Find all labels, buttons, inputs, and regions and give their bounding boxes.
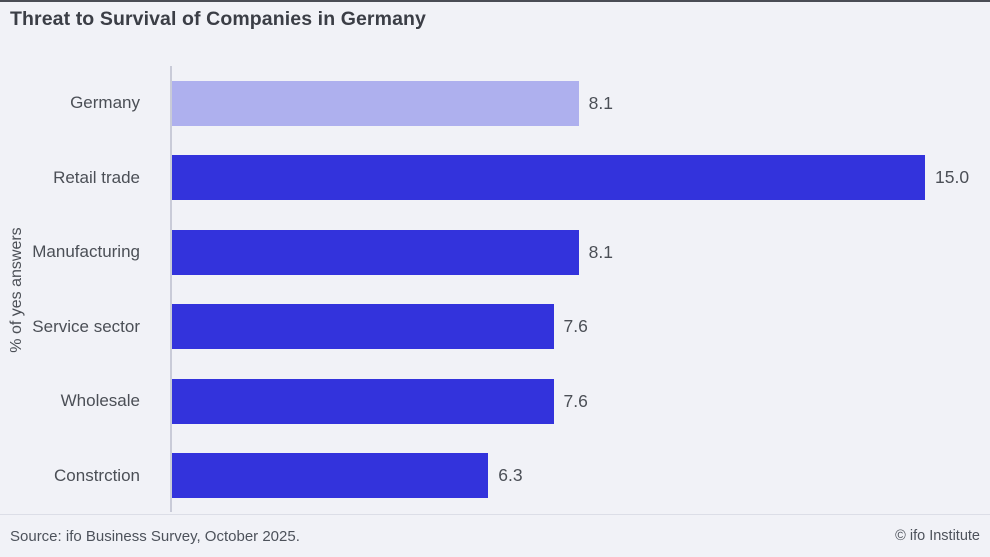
bar-track: 15.0 xyxy=(172,155,969,201)
bar-germany xyxy=(172,80,579,126)
category-label: Service sector xyxy=(32,316,140,336)
chart-footer: Source: ifo Business Survey, October 202… xyxy=(0,514,990,557)
value-label: 8.1 xyxy=(588,241,613,262)
bar-chart: Germany 8.1 Retail trade 15.0 Manufactur… xyxy=(0,66,990,513)
bar-row-manufacturing: Manufacturing 8.1 xyxy=(0,215,990,290)
y-axis-line xyxy=(170,66,172,512)
bar-row-retail-trade: Retail trade 15.0 xyxy=(0,141,990,216)
bar-track: 8.1 xyxy=(172,80,925,126)
bar-row-wholesale: Wholesale 7.6 xyxy=(0,364,990,439)
bar-wholesale xyxy=(172,378,554,424)
category-label: Manufacturing xyxy=(32,242,140,262)
bar-track: 6.3 xyxy=(172,453,925,499)
value-label: 6.3 xyxy=(498,465,523,486)
value-label: 8.1 xyxy=(588,92,613,113)
bar-retail-trade xyxy=(172,155,925,201)
bar-track: 7.6 xyxy=(172,304,925,350)
value-label: 7.6 xyxy=(563,316,588,337)
bar-row-construction: Constrction 6.3 xyxy=(0,439,990,514)
bar-construction xyxy=(172,453,489,499)
category-label: Retail trade xyxy=(53,167,140,187)
bar-row-service-sector: Service sector 7.6 xyxy=(0,290,990,365)
source-note: Source: ifo Business Survey, October 202… xyxy=(10,527,300,545)
category-label: Wholesale xyxy=(60,391,140,411)
bar-manufacturing xyxy=(172,229,579,275)
bar-row-germany: Germany 8.1 xyxy=(0,66,990,141)
bar-track: 8.1 xyxy=(172,229,925,275)
category-label: Germany xyxy=(70,93,140,113)
chart-title: Threat to Survival of Companies in Germa… xyxy=(10,8,426,30)
value-label: 7.6 xyxy=(563,390,588,411)
bar-service-sector xyxy=(172,304,554,350)
bar-track: 7.6 xyxy=(172,378,925,424)
copyright-note: © ifo Institute xyxy=(895,528,980,544)
value-label: 15.0 xyxy=(935,167,970,188)
category-label: Constrction xyxy=(54,465,140,485)
